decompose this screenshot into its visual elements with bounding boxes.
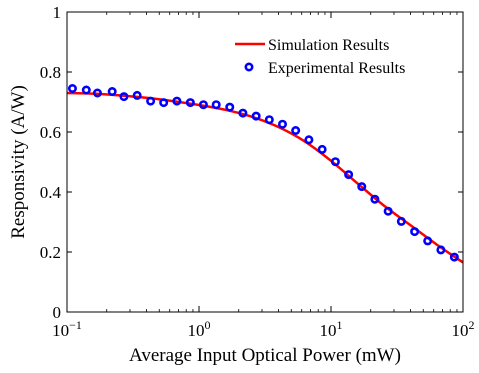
x-tick-label: 102 <box>452 318 475 340</box>
experimental-point <box>81 85 91 95</box>
x-tick-label: 100 <box>188 318 211 340</box>
experimental-point <box>119 92 129 102</box>
experimental-point <box>132 90 142 100</box>
experimental-point <box>383 206 393 216</box>
x-axis-label: Average Input Optical Power (mW) <box>129 345 401 366</box>
y-tick-label: 0 <box>53 303 62 322</box>
experimental-point <box>146 96 156 106</box>
legend-label-simulation: Simulation Results <box>268 37 389 54</box>
experimental-point <box>277 119 287 129</box>
experimental-point <box>396 216 406 226</box>
legend-label-experimental: Experimental Results <box>268 60 405 77</box>
y-tick-label: 1 <box>53 3 62 22</box>
experimental-point <box>344 170 354 180</box>
y-tick-label: 0.8 <box>40 63 61 82</box>
experimental-point <box>107 87 117 97</box>
plot-frame <box>66 11 464 313</box>
experimental-point <box>330 157 340 167</box>
experimental-point <box>225 102 235 112</box>
experimental-point <box>251 111 261 121</box>
experimental-point <box>370 194 380 204</box>
y-tick-label: 0.2 <box>40 243 61 262</box>
x-tick-label: 10−1 <box>52 318 82 340</box>
experimental-point <box>291 126 301 136</box>
y-tick-label: 0.4 <box>40 183 62 202</box>
experimental-point <box>92 88 102 98</box>
experimental-point <box>159 98 169 108</box>
legend-marker-swatch <box>244 62 254 72</box>
experimental-point <box>238 108 248 118</box>
experimental-point <box>67 84 77 94</box>
experimental-point <box>211 100 221 110</box>
experimental-point <box>423 236 433 246</box>
experimental-point <box>436 245 446 255</box>
plot-area <box>67 12 463 312</box>
experimental-point <box>264 115 274 125</box>
experimental-point <box>449 252 459 262</box>
experimental-point <box>410 227 420 237</box>
x-tick-label: 101 <box>320 318 343 340</box>
experimental-point <box>304 135 314 145</box>
experimental-point <box>198 100 208 110</box>
legend: Simulation Results Experimental Results <box>235 37 405 77</box>
experimental-point <box>172 96 182 106</box>
y-axis-label: Responsivity (A/W) <box>8 85 29 239</box>
experimental-point <box>317 144 327 154</box>
experimental-point <box>185 98 195 108</box>
experimental-point <box>357 182 367 192</box>
y-tick-label: 0.6 <box>40 123 61 142</box>
